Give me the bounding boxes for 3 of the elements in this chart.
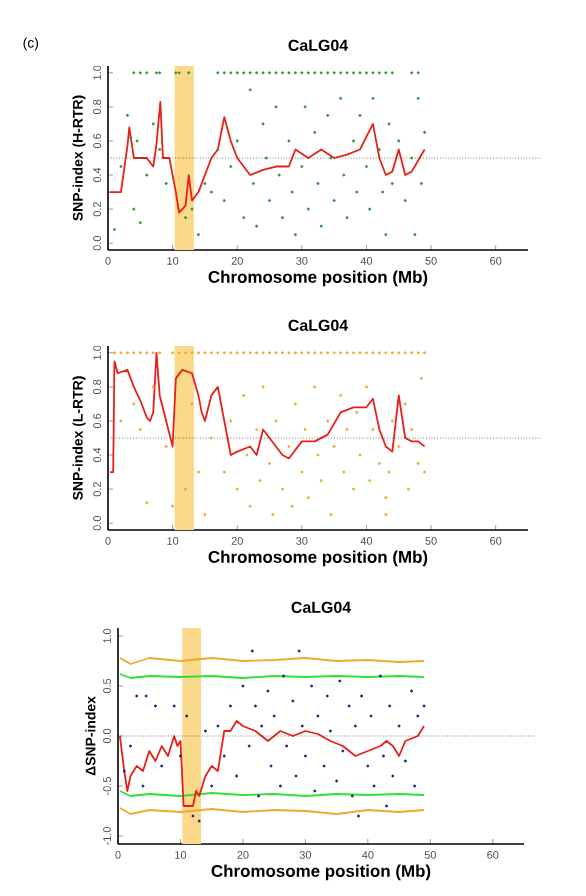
x-axis-title: Chromosome position (Mb): [211, 864, 431, 881]
x-axis-title: Chromosome position (Mb): [208, 550, 428, 567]
x-axis-title: Chromosome position (Mb): [208, 270, 428, 287]
